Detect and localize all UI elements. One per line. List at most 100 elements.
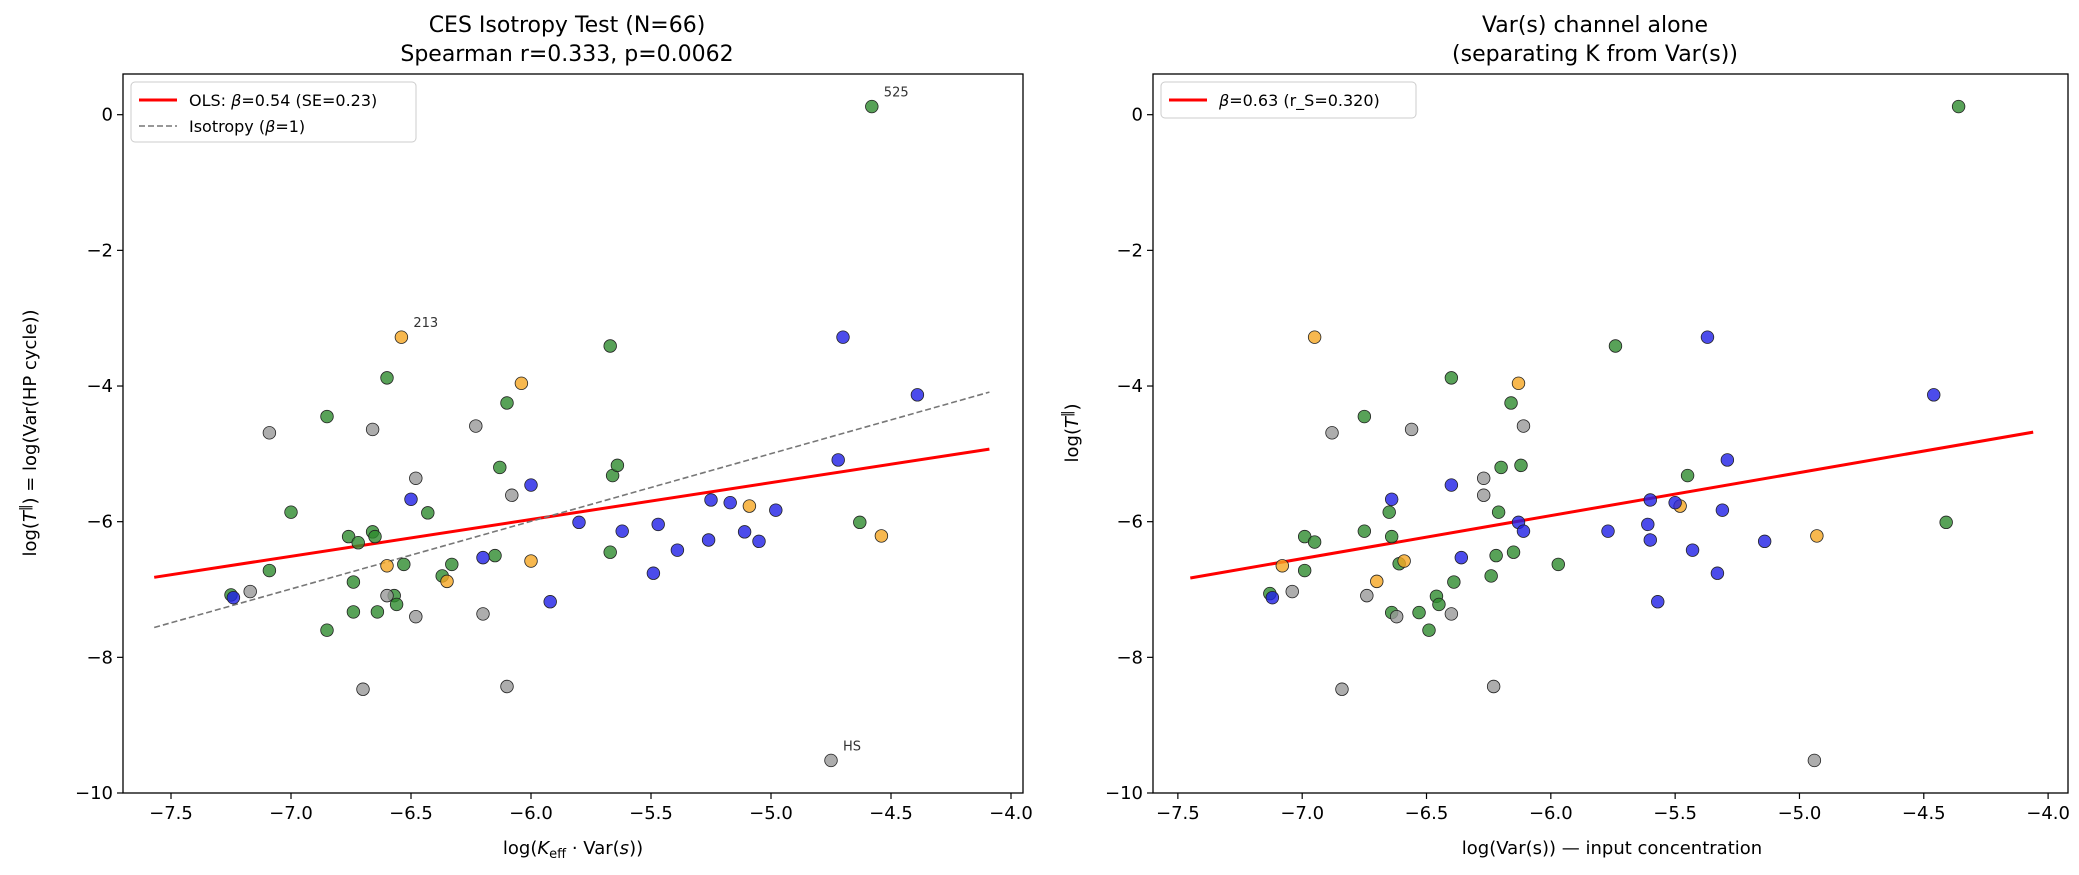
data-point-green: [284, 505, 298, 519]
data-point-green: [1297, 563, 1312, 578]
data-point-blue: [769, 503, 783, 517]
data-point-green: [1951, 99, 1966, 114]
point-annotation: 525: [884, 86, 909, 101]
data-point-orange: [1397, 554, 1411, 568]
data-point-blue: [1757, 534, 1772, 549]
data-point-green: [1484, 569, 1498, 583]
y-tick-label: 0: [102, 105, 113, 126]
legend-entry-label: Isotropy (β=1): [189, 117, 305, 136]
data-point-green: [368, 529, 382, 544]
legend-label-symbol: β: [264, 117, 275, 136]
data-point-gray: [356, 682, 370, 696]
panel-isotropy-test: CES Isotropy Test (N=66) Spearman r=0.33…: [18, 13, 1033, 862]
data-point-blue: [1720, 453, 1735, 467]
data-point-green: [610, 458, 625, 473]
data-point-green: [1608, 339, 1623, 353]
data-point-blue: [1710, 566, 1725, 580]
data-point-green: [1412, 605, 1426, 620]
isotropy-line: [153, 391, 990, 629]
x-tick-label: −5.0: [749, 803, 793, 824]
y-tick-label: −4: [1116, 376, 1143, 397]
legend-label-prefix: OLS:: [189, 91, 231, 110]
x-axis-label: log(Var(s)) — input concentration: [1462, 838, 1762, 859]
legend: OLS: β =0.54 (SE=0.23) Isotropy (β=1): [130, 81, 417, 143]
data-point-gray: [380, 588, 394, 603]
data-point-green: [1422, 623, 1436, 637]
data-point-gray: [824, 753, 838, 768]
data-point-blue: [572, 515, 586, 530]
data-point-blue: [831, 453, 845, 467]
data-point-orange: [1370, 574, 1384, 589]
data-point-blue: [1384, 492, 1399, 506]
data-point-gray: [409, 471, 423, 485]
y-tick-label: −6: [1116, 512, 1143, 533]
y-axis-ticks: 0 −2 −4 −6 −8 −10: [1105, 105, 1153, 804]
x-axis-ticks: −7.5 −7.0 −6.5 −6.0 −5.5 −5.0 −4.5 −4.0: [149, 793, 1033, 824]
x-tick-label: −6.0: [1529, 803, 1573, 824]
data-point-green: [493, 460, 507, 475]
legend-label-prefix: Isotropy (: [189, 117, 265, 136]
data-point-orange: [524, 554, 538, 568]
data-point-orange: [514, 376, 529, 391]
point-annotation: HS: [843, 739, 861, 754]
x-tick-label: −5.5: [1653, 803, 1697, 824]
data-point-blue: [704, 493, 718, 507]
x-tick-label: −4.0: [989, 803, 1033, 824]
data-point-green: [1504, 396, 1518, 410]
data-point-green: [1680, 468, 1695, 483]
data-point-gray: [1516, 419, 1531, 433]
data-point-green: [341, 529, 356, 544]
data-point-gray: [1335, 682, 1349, 696]
data-point-blue: [615, 524, 629, 538]
data-point-blue: [1444, 478, 1459, 492]
fit-line: [1190, 430, 2034, 580]
data-point-blue: [1516, 524, 1531, 538]
data-point-gray: [1404, 422, 1419, 437]
data-point-gray: [365, 422, 380, 437]
y-tick-label: −8: [86, 647, 113, 668]
data-point-green: [1382, 505, 1396, 519]
legend-label-suffix: =1): [275, 117, 305, 136]
chart-title-line-1: CES Isotropy Test (N=66): [429, 13, 706, 38]
data-point-gray: [505, 488, 519, 502]
data-point-orange: [1307, 330, 1322, 344]
x-axis-ticks: −7.5 −7.0 −6.5 −6.0 −5.5 −5.0 −4.5 −4.0: [1156, 793, 2070, 824]
data-point-blue: [476, 550, 490, 565]
data-point-green: [853, 515, 867, 530]
data-point-blue: [910, 388, 925, 402]
data-point-green: [421, 506, 435, 520]
x-tick-label: −4.0: [2026, 803, 2070, 824]
data-point-green: [1506, 545, 1521, 559]
data-point-blue: [1715, 503, 1730, 517]
data-point-gray: [1476, 471, 1491, 485]
x-tick-label: −6.5: [1405, 803, 1449, 824]
data-point-green: [603, 545, 617, 559]
y-tick-label: −8: [1116, 647, 1143, 668]
chart-title-line-2: (separating K from Var(s)): [1452, 42, 1738, 67]
data-point-gray: [262, 426, 277, 440]
data-point-green: [1494, 460, 1508, 475]
data-point-green: [1384, 529, 1399, 544]
data-point-green: [445, 557, 459, 572]
data-point-blue: [1651, 595, 1665, 609]
data-point-blue: [1643, 533, 1657, 547]
data-point-green: [370, 605, 385, 619]
data-point-orange: [1810, 529, 1824, 543]
y-tick-label: −6: [86, 512, 113, 533]
data-point-green: [380, 371, 394, 385]
x-tick-label: −5.0: [1778, 803, 1822, 824]
y-tick-label: −10: [75, 783, 113, 804]
legend-label-suffix: =0.54 (SE=0.23): [241, 91, 377, 110]
x-tick-label: −7.0: [269, 803, 313, 824]
x-tick-label: −7.5: [149, 803, 193, 824]
y-tick-label: −2: [86, 240, 113, 261]
legend-box: [130, 81, 417, 143]
data-point-orange: [1275, 559, 1289, 573]
x-tick-label: −5.5: [629, 803, 673, 824]
data-point-green: [1447, 575, 1461, 589]
data-point-orange: [874, 529, 889, 543]
data-point-green: [488, 548, 502, 563]
data-point-green: [1489, 548, 1503, 563]
data-point-blue: [701, 533, 716, 547]
data-point-orange: [380, 559, 394, 573]
